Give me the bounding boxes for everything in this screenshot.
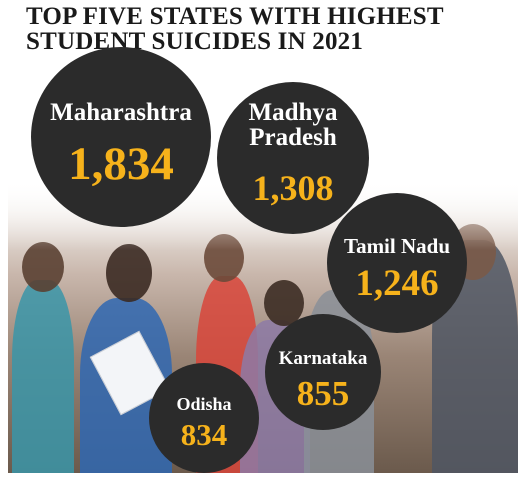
bubble-circle	[217, 82, 369, 234]
bubble-label: Pradesh	[249, 124, 337, 151]
bubble-label: Maharashtra	[50, 99, 192, 126]
crowd-head	[22, 242, 64, 292]
bubble-karnataka: Karnataka 855	[265, 314, 381, 430]
bubble-tamil-nadu: Tamil Nadu 1,246	[327, 193, 467, 333]
bubble-circle	[149, 363, 259, 473]
crowd-head	[106, 244, 152, 302]
chart-title: TOP FIVE STATES WITH HIGHEST STUDENT SUI…	[26, 4, 506, 54]
bubble-value: 1,246	[355, 263, 438, 304]
bubble-circle	[31, 47, 211, 227]
bubble-circle	[327, 193, 467, 333]
title-line-1: TOP FIVE STATES WITH HIGHEST	[26, 3, 444, 30]
bubble-odisha: Odisha 834	[149, 363, 259, 473]
title-line-2: STUDENT SUICIDES IN 2021	[26, 28, 364, 55]
bubble-label: Madhya	[249, 99, 338, 126]
bubble-value: 1,308	[253, 168, 334, 208]
bubble-label: Odisha	[176, 394, 231, 414]
bubble-maharashtra: Maharashtra 1,834	[31, 47, 211, 227]
bubble-label: Tamil Nadu	[344, 234, 450, 258]
bubble-value: 834	[181, 417, 228, 452]
crowd-figure	[12, 280, 74, 473]
bubble-circle	[265, 314, 381, 430]
bubble-value: 1,834	[68, 138, 174, 190]
crowd-head	[264, 280, 304, 326]
bubble-value: 855	[297, 374, 350, 413]
bubble-label: Karnataka	[279, 348, 368, 369]
